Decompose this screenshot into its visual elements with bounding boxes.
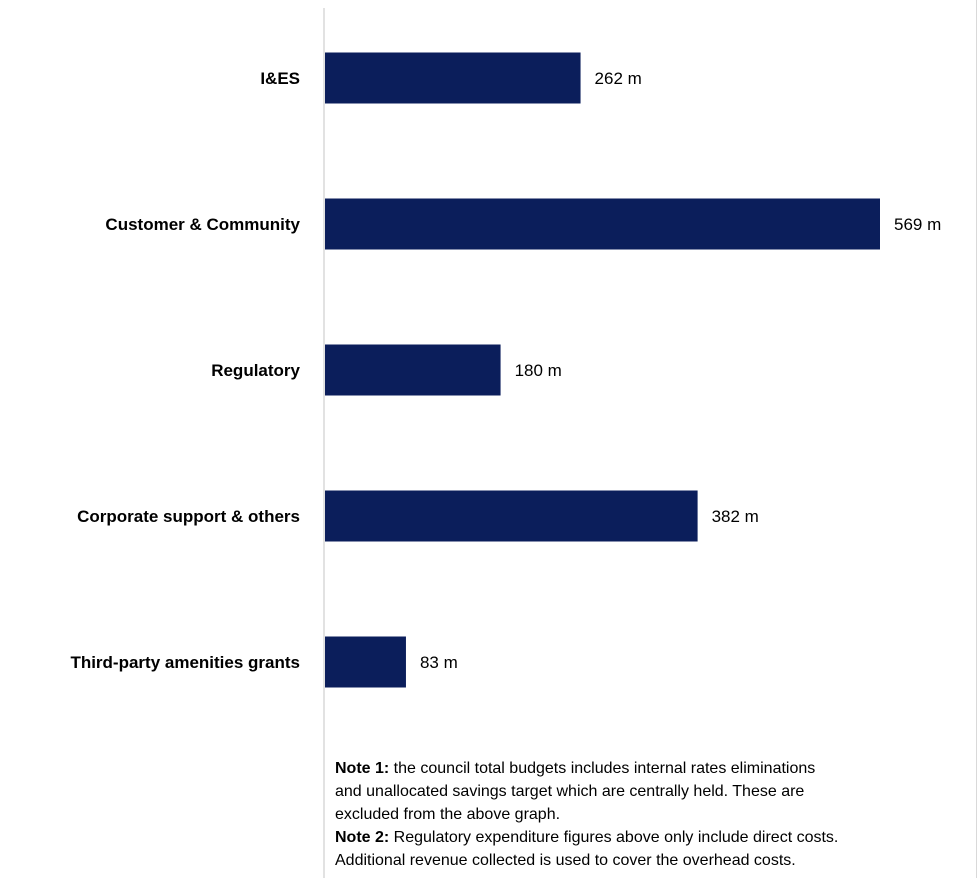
note-2-line-2: Additional revenue collected is used to … [335,852,796,869]
note-1-text: the council total budgets includes inter… [389,760,816,777]
data-label: 83 m [420,653,458,672]
note-1-line-2: and unallocated savings target which are… [335,783,805,800]
bar [325,52,581,104]
note-1-line-1: Note 1: the council total budgets includ… [335,757,965,780]
bar [325,636,406,688]
category-label: Regulatory [211,361,300,380]
data-label: 569 m [894,215,941,234]
note-2-line-1: Note 2: Regulatory expenditure figures a… [335,826,965,849]
category-label: Corporate support & others [77,507,300,526]
category-label: Customer & Community [105,215,300,234]
data-label: 382 m [712,507,759,526]
data-label: 180 m [515,361,562,380]
note-2-text: Regulatory expenditure figures above onl… [389,829,839,846]
category-label: Third-party amenities grants [70,653,300,672]
chart-notes: Note 1: the council total budgets includ… [335,757,965,872]
note-1-label: Note 1: [335,760,390,777]
data-label: 262 m [595,69,642,88]
bar [325,490,698,542]
bar [325,344,501,396]
note-1-line-3: excluded from the above graph. [335,806,561,823]
page-border [976,0,977,878]
bar [325,198,880,250]
category-label: I&ES [260,69,300,88]
note-2-label: Note 2: [335,829,390,846]
